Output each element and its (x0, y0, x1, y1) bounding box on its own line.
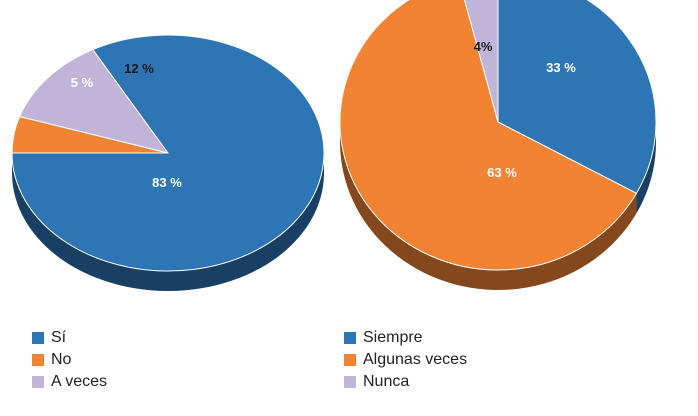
pie-data-label: 5 % (71, 75, 94, 90)
legend-item-si: Sí (32, 327, 107, 349)
pie-rim (12, 153, 324, 291)
pie-slice-a-veces (18, 48, 170, 154)
legend-chart-1: Sí No A veces (32, 327, 107, 393)
pie-slice-sí (11, 34, 325, 272)
pie-data-label: 83 % (152, 175, 182, 190)
pie-data-label: 4% (474, 39, 493, 54)
legend-chart-2: Siempre Algunas veces Nunca (344, 327, 467, 393)
pie-charts: 83 % 5 % 12 % 33 % 63 % 4% (11, 0, 657, 291)
legend-swatch (32, 354, 44, 366)
pie-data-label: 12 % (124, 61, 154, 76)
legend-label: Nunca (363, 373, 410, 390)
pie-slice-siempre (497, 0, 657, 194)
legend-item-siempre: Siempre (344, 327, 467, 349)
pie-data-label: 63 % (487, 165, 517, 180)
legend-item-nunca: Nunca (344, 371, 467, 393)
legend-label: Siempre (363, 329, 423, 346)
pie-side-0 (636, 122, 656, 214)
legend-swatch (344, 376, 356, 388)
legend-label: A veces (51, 373, 108, 390)
legend-swatch (32, 332, 44, 344)
pie-chart-1: 83 % 5 % 12 % (11, 34, 325, 291)
pie-slice-nunca (464, 0, 499, 123)
legend-label: No (51, 351, 72, 368)
legend-item-no: No (32, 349, 107, 371)
pie-data-label: 33 % (546, 60, 576, 75)
legend-label: Sí (51, 329, 67, 346)
legend-label: Algunas veces (363, 351, 468, 368)
legend-item-algunas-veces: Algunas veces (344, 349, 467, 371)
pie-side-0 (12, 153, 324, 291)
legend-swatch (32, 376, 44, 388)
legend-item-a-veces: A veces (32, 371, 107, 393)
pie-slice-algunas-veces (339, 0, 638, 271)
legend-swatch (344, 354, 356, 366)
legend-swatch (344, 332, 356, 344)
pie-chart-2: 33 % 63 % 4% (339, 0, 657, 290)
